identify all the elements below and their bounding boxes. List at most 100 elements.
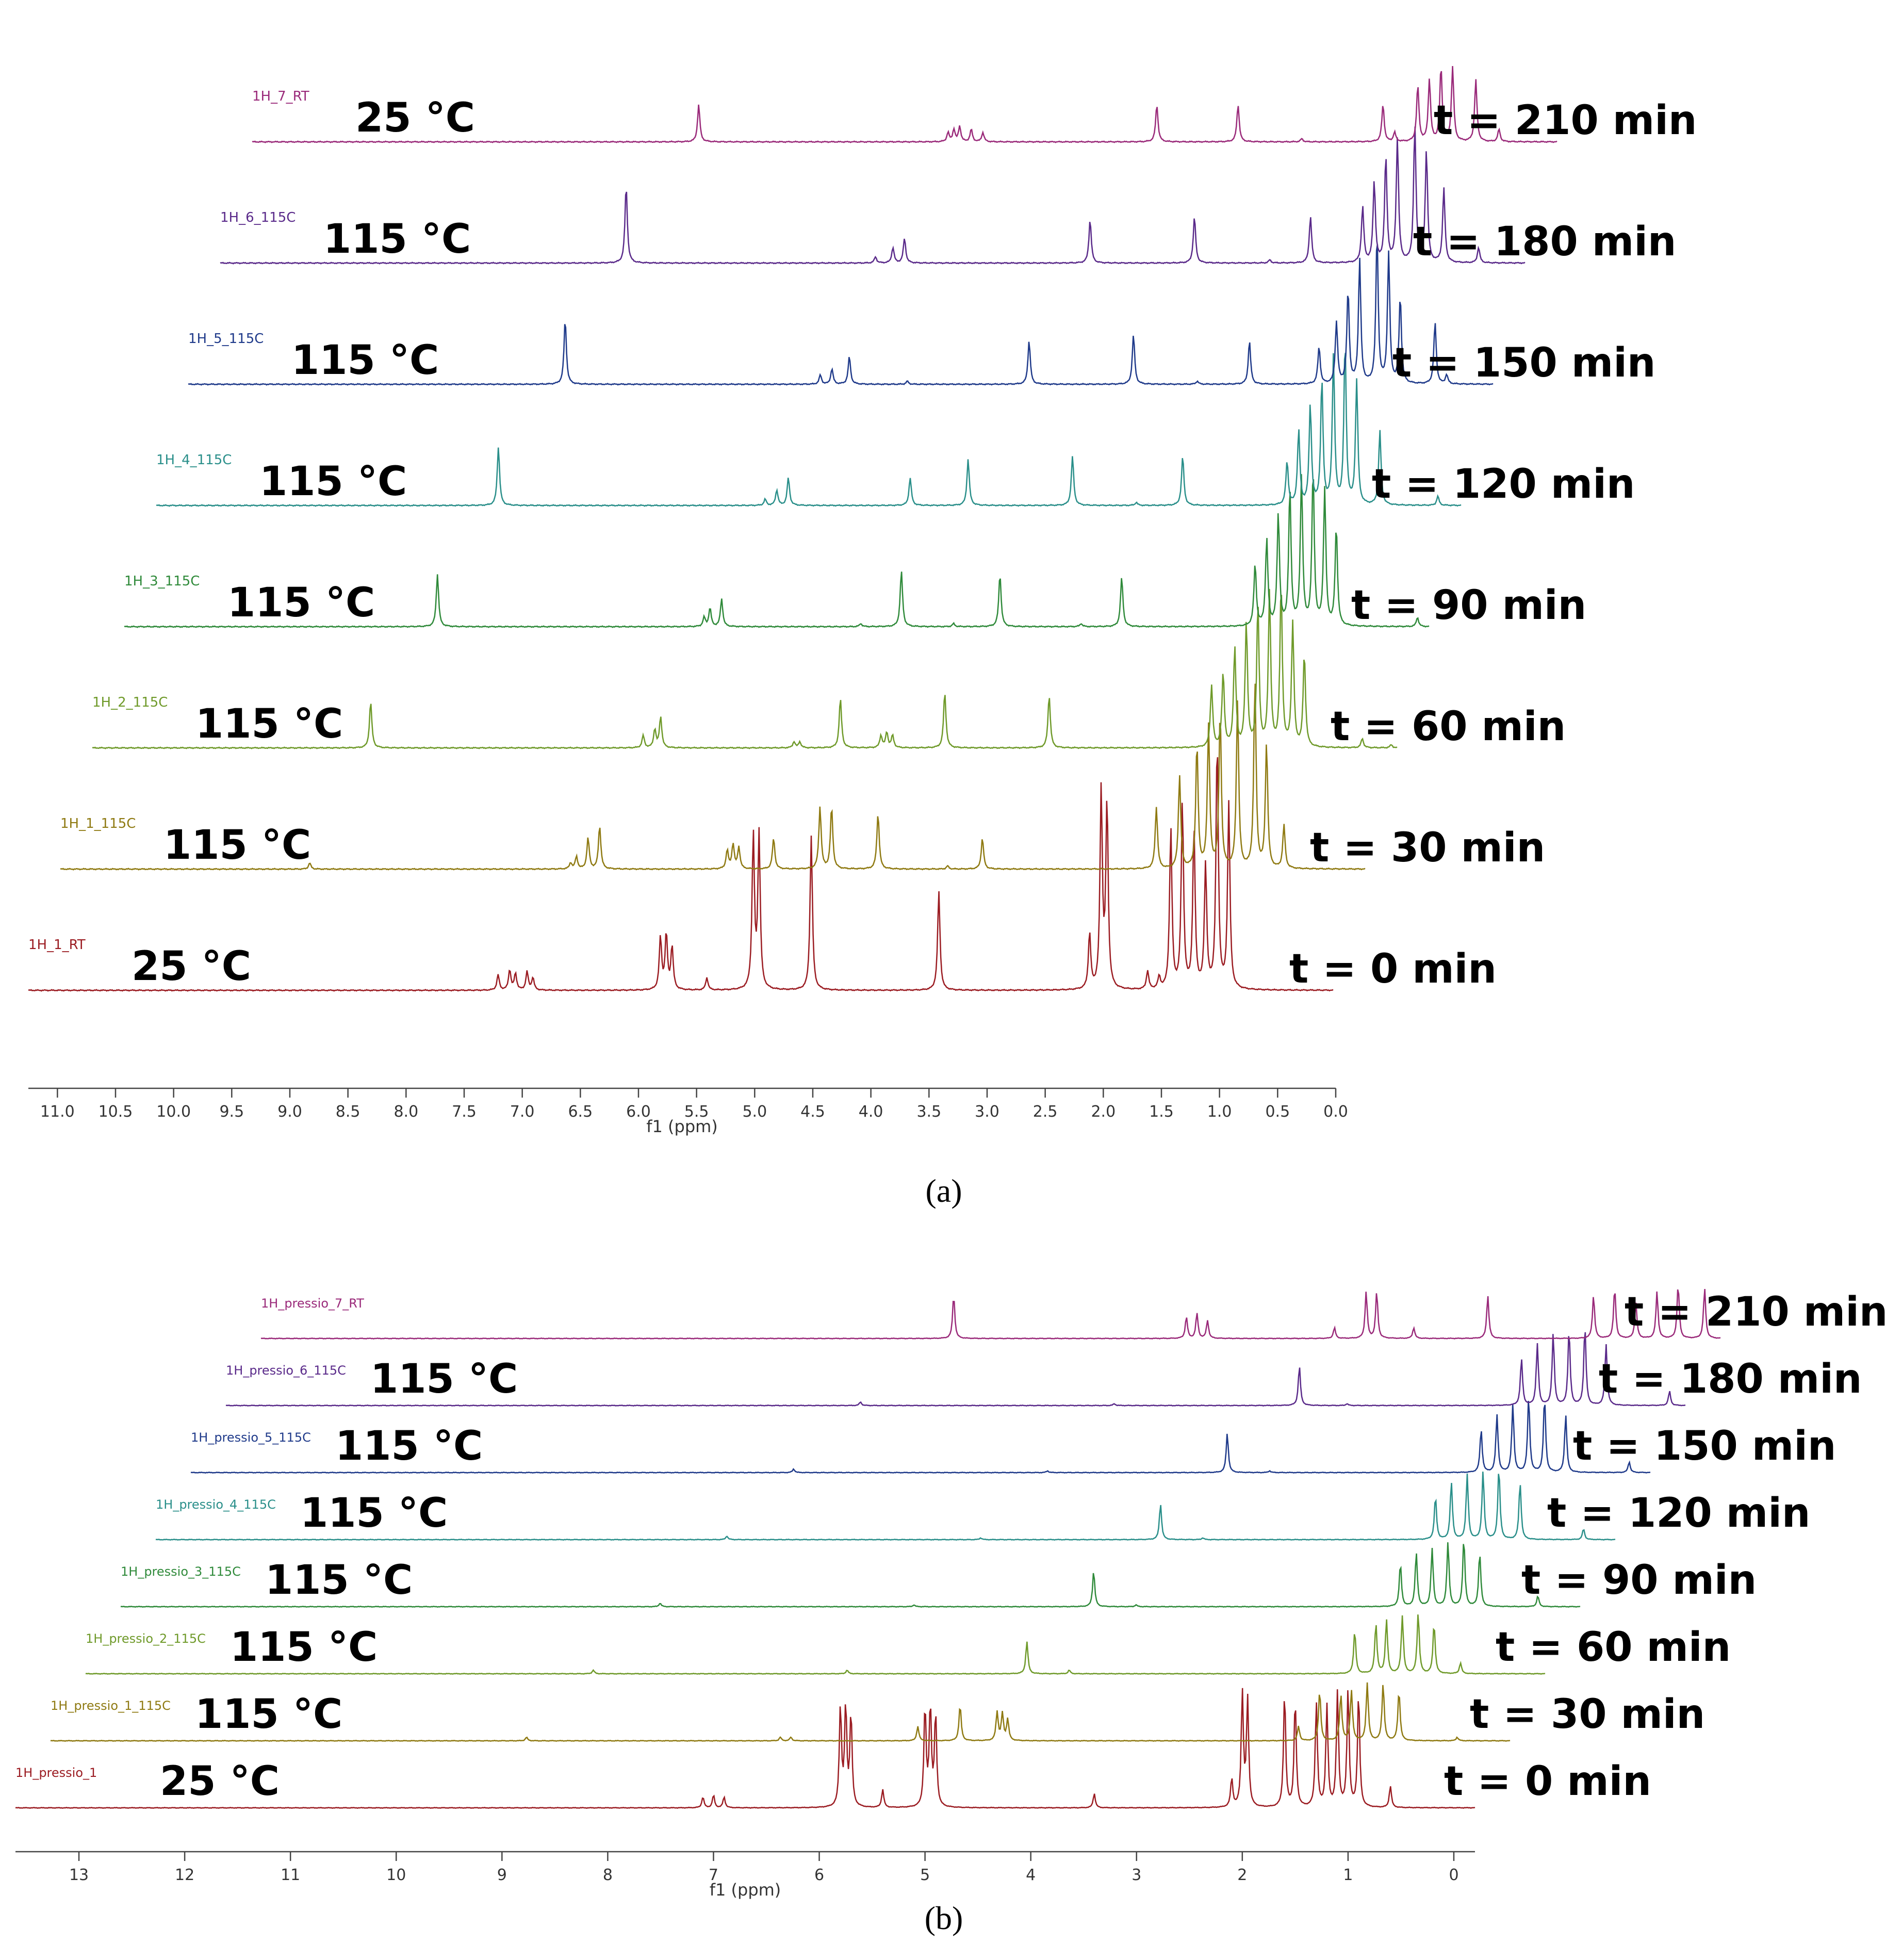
spectrum-line-5 bbox=[156, 353, 1462, 507]
series-label-5: 1H_pressio_4_115C bbox=[156, 1497, 276, 1512]
panel-b: 1H_pressio_1 25 °C t = 0 min 1H_pressio_1_1… bbox=[15, 1289, 1886, 1936]
x-tick-label: 8 bbox=[603, 1866, 613, 1884]
temperature-label-5: 115 °C bbox=[259, 459, 407, 505]
time-label-7: t = 180 min bbox=[1413, 219, 1676, 265]
series-label-1: 1H_1_RT bbox=[28, 937, 86, 953]
spectrum-line-1 bbox=[28, 757, 1334, 992]
spectrum-line-4 bbox=[120, 1542, 1581, 1608]
x-axis-title: f1 (ppm) bbox=[710, 1880, 781, 1900]
time-label-5: t = 120 min bbox=[1547, 1490, 1810, 1537]
x-tick-label: 4 bbox=[1026, 1866, 1036, 1884]
x-tick-label: 11.0 bbox=[40, 1103, 75, 1121]
panel-caption: (b) bbox=[925, 1900, 963, 1936]
x-tick-label: 1 bbox=[1343, 1866, 1353, 1884]
spectrum-line-7 bbox=[225, 1332, 1686, 1407]
time-label-2: t = 30 min bbox=[1470, 1691, 1705, 1738]
spectrum-line-6 bbox=[188, 244, 1494, 386]
x-tick-label: 0.5 bbox=[1265, 1103, 1290, 1121]
x-tick-label: 5.5 bbox=[684, 1103, 709, 1121]
x-tick-label: 11 bbox=[281, 1866, 300, 1884]
x-tick-label: 6.0 bbox=[626, 1103, 651, 1121]
time-label-7: t = 180 min bbox=[1599, 1356, 1862, 1402]
series-label-3: 1H_pressio_2_115C bbox=[86, 1631, 206, 1646]
temperature-label-8: 25 °C bbox=[355, 95, 475, 141]
time-label-6: t = 150 min bbox=[1392, 340, 1655, 386]
spectrum-line-3 bbox=[92, 589, 1398, 749]
panel-caption: (a) bbox=[925, 1172, 962, 1209]
time-label-1: t = 0 min bbox=[1444, 1758, 1651, 1805]
x-tick-label: 3.5 bbox=[916, 1103, 941, 1121]
x-tick-label: 0 bbox=[1449, 1866, 1458, 1884]
x-tick-label: 5 bbox=[920, 1866, 930, 1884]
x-tick-label: 8.0 bbox=[393, 1103, 418, 1121]
series-label-1: 1H_pressio_1 bbox=[15, 1766, 97, 1780]
x-tick-label: 2.5 bbox=[1033, 1103, 1058, 1121]
temperature-label-4: 115 °C bbox=[265, 1557, 413, 1604]
x-tick-label: 2.0 bbox=[1091, 1103, 1116, 1121]
temperature-label-1: 25 °C bbox=[132, 943, 251, 990]
series-label-8: 1H_pressio_7_RT bbox=[261, 1296, 364, 1311]
series-label-6: 1H_pressio_5_115C bbox=[191, 1430, 311, 1445]
series-label-7: 1H_6_115C bbox=[220, 210, 296, 225]
series-label-4: 1H_pressio_3_115C bbox=[121, 1564, 241, 1579]
x-tick-label: 1.0 bbox=[1207, 1103, 1232, 1121]
temperature-label-2: 115 °C bbox=[163, 822, 311, 869]
time-label-3: t = 60 min bbox=[1331, 704, 1566, 750]
spectrum-line-7 bbox=[220, 126, 1526, 265]
temperature-label-1: 25 °C bbox=[160, 1758, 280, 1805]
series-label-8: 1H_7_RT bbox=[252, 89, 309, 104]
x-tick-label: 3.0 bbox=[975, 1103, 999, 1121]
x-tick-label: 5.0 bbox=[742, 1103, 767, 1121]
x-tick-label: 10.0 bbox=[156, 1103, 191, 1121]
time-label-8: t = 210 min bbox=[1434, 97, 1697, 144]
x-tick-label: 0.0 bbox=[1323, 1103, 1348, 1121]
spectrum-line-3 bbox=[85, 1614, 1546, 1675]
time-label-1: t = 0 min bbox=[1289, 946, 1497, 992]
x-tick-label: 12 bbox=[175, 1866, 194, 1884]
series-label-2: 1H_pressio_1_115C bbox=[51, 1698, 171, 1713]
time-label-5: t = 120 min bbox=[1372, 461, 1635, 508]
spectrum-line-5 bbox=[155, 1472, 1616, 1541]
x-tick-label: 9.0 bbox=[277, 1103, 302, 1121]
temperature-label-7: 115 °C bbox=[323, 216, 471, 263]
x-tick-label: 7 bbox=[709, 1866, 718, 1884]
time-label-4: t = 90 min bbox=[1521, 1557, 1757, 1604]
time-label-6: t = 150 min bbox=[1573, 1423, 1836, 1469]
temperature-label-2: 115 °C bbox=[195, 1691, 342, 1738]
temperature-label-6: 115 °C bbox=[291, 337, 439, 384]
series-label-2: 1H_1_115C bbox=[60, 816, 136, 831]
temperature-label-7: 115 °C bbox=[370, 1356, 518, 1402]
panel-a: 1H_1_RT 25 °C t = 0 min 1H_1_115C 115 °C t = … bbox=[28, 66, 1697, 1209]
time-label-2: t = 30 min bbox=[1310, 825, 1545, 871]
spectrum-line-8 bbox=[260, 1289, 1721, 1340]
x-tick-label: 4.0 bbox=[859, 1103, 883, 1121]
x-tick-label: 9.5 bbox=[219, 1103, 244, 1121]
x-tick-label: 10.5 bbox=[99, 1103, 133, 1121]
temperature-label-5: 115 °C bbox=[300, 1490, 448, 1537]
spectrum-line-8 bbox=[252, 66, 1557, 143]
temperature-label-4: 115 °C bbox=[227, 580, 375, 626]
x-tick-label: 6 bbox=[814, 1866, 824, 1884]
spectrum-line-1 bbox=[15, 1688, 1475, 1809]
x-axis-title: f1 (ppm) bbox=[646, 1117, 718, 1136]
x-tick-label: 10 bbox=[386, 1866, 406, 1884]
spectra-traces bbox=[28, 66, 1557, 992]
spectrum-line-6 bbox=[190, 1400, 1651, 1474]
spectra-traces bbox=[15, 1289, 1721, 1809]
x-tick-label: 9 bbox=[497, 1866, 507, 1884]
x-tick-label: 1.5 bbox=[1149, 1103, 1174, 1121]
x-tick-label: 8.5 bbox=[336, 1103, 360, 1121]
time-label-4: t = 90 min bbox=[1351, 582, 1586, 629]
temperature-label-3: 115 °C bbox=[230, 1624, 378, 1671]
x-tick-label: 4.5 bbox=[800, 1103, 825, 1121]
series-label-4: 1H_3_115C bbox=[124, 574, 200, 589]
series-label-3: 1H_2_115C bbox=[92, 695, 168, 710]
time-label-3: t = 60 min bbox=[1496, 1624, 1731, 1671]
temperature-label-6: 115 °C bbox=[335, 1423, 483, 1469]
x-tick-label: 7.5 bbox=[452, 1103, 477, 1121]
time-label-8: t = 210 min bbox=[1625, 1289, 1886, 1335]
x-tick-label: 13 bbox=[69, 1866, 89, 1884]
series-label-7: 1H_pressio_6_115C bbox=[226, 1363, 346, 1378]
x-tick-label: 3 bbox=[1131, 1866, 1141, 1884]
